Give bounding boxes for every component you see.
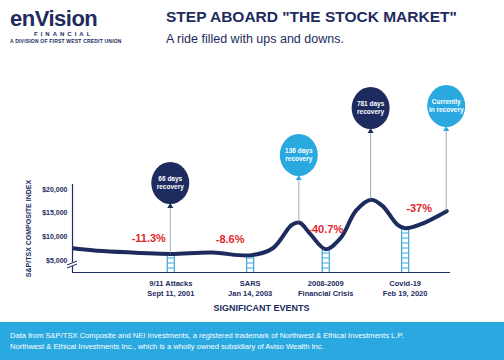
svg-text:Covid-19Feb 19, 2020: Covid-19Feb 19, 2020 [383, 279, 428, 297]
svg-text:-40.7%: -40.7% [308, 223, 343, 235]
html-text:STEP ABOARD "THE STOCK MARKET": STEP ABOARD "THE STOCK MARKET" [166, 8, 457, 25]
html-text:enVision: enVision [10, 6, 98, 31]
svg-text:recovery: recovery [357, 108, 384, 116]
svg-text:$10,000: $10,000 [42, 233, 67, 241]
html-text:FINANCIAL: FINANCIAL [34, 31, 94, 37]
svg-text:781 days: 781 days [357, 100, 385, 108]
svg-text:S&P/TSX COMPOSITE INDEX: S&P/TSX COMPOSITE INDEX [25, 180, 32, 278]
html-text:Northwest & Ethical Investment: Northwest & Ethical Investments Inc., wh… [10, 342, 324, 351]
svg-text:recovery: recovery [157, 183, 184, 191]
svg-text:-8.6%: -8.6% [216, 233, 245, 245]
html-text:A ride filled with ups and dow: A ride filled with ups and downs. [166, 32, 344, 46]
svg-text:2008-2009Financial Crisis: 2008-2009Financial Crisis [298, 279, 353, 297]
svg-text:66 days: 66 days [158, 175, 182, 183]
svg-text:SIGNIFICANT EVENTS: SIGNIFICANT EVENTS [213, 303, 309, 313]
svg-text:SARSJan 14, 2003: SARSJan 14, 2003 [228, 279, 272, 297]
svg-text:$5,000: $5,000 [46, 257, 68, 265]
svg-text:136 days: 136 days [285, 147, 313, 155]
svg-text:recovery: recovery [285, 155, 312, 163]
svg-text:$20,000: $20,000 [42, 185, 67, 193]
svg-text:Currently: Currently [432, 98, 461, 106]
svg-text:in recovery: in recovery [429, 106, 464, 114]
svg-text:$15,000: $15,000 [42, 209, 67, 217]
html-text:A DIVISION OF FIRST WEST CREDI: A DIVISION OF FIRST WEST CREDIT UNION [10, 38, 122, 44]
svg-text:9/11 AttacksSept 11, 2001: 9/11 AttacksSept 11, 2001 [147, 279, 194, 297]
svg-text:-11.3%: -11.3% [132, 232, 166, 244]
svg-text:-37%: -37% [406, 202, 432, 214]
html-text:Data from S&P/TSX Composite an: Data from S&P/TSX Composite and NEI Inve… [10, 331, 404, 340]
